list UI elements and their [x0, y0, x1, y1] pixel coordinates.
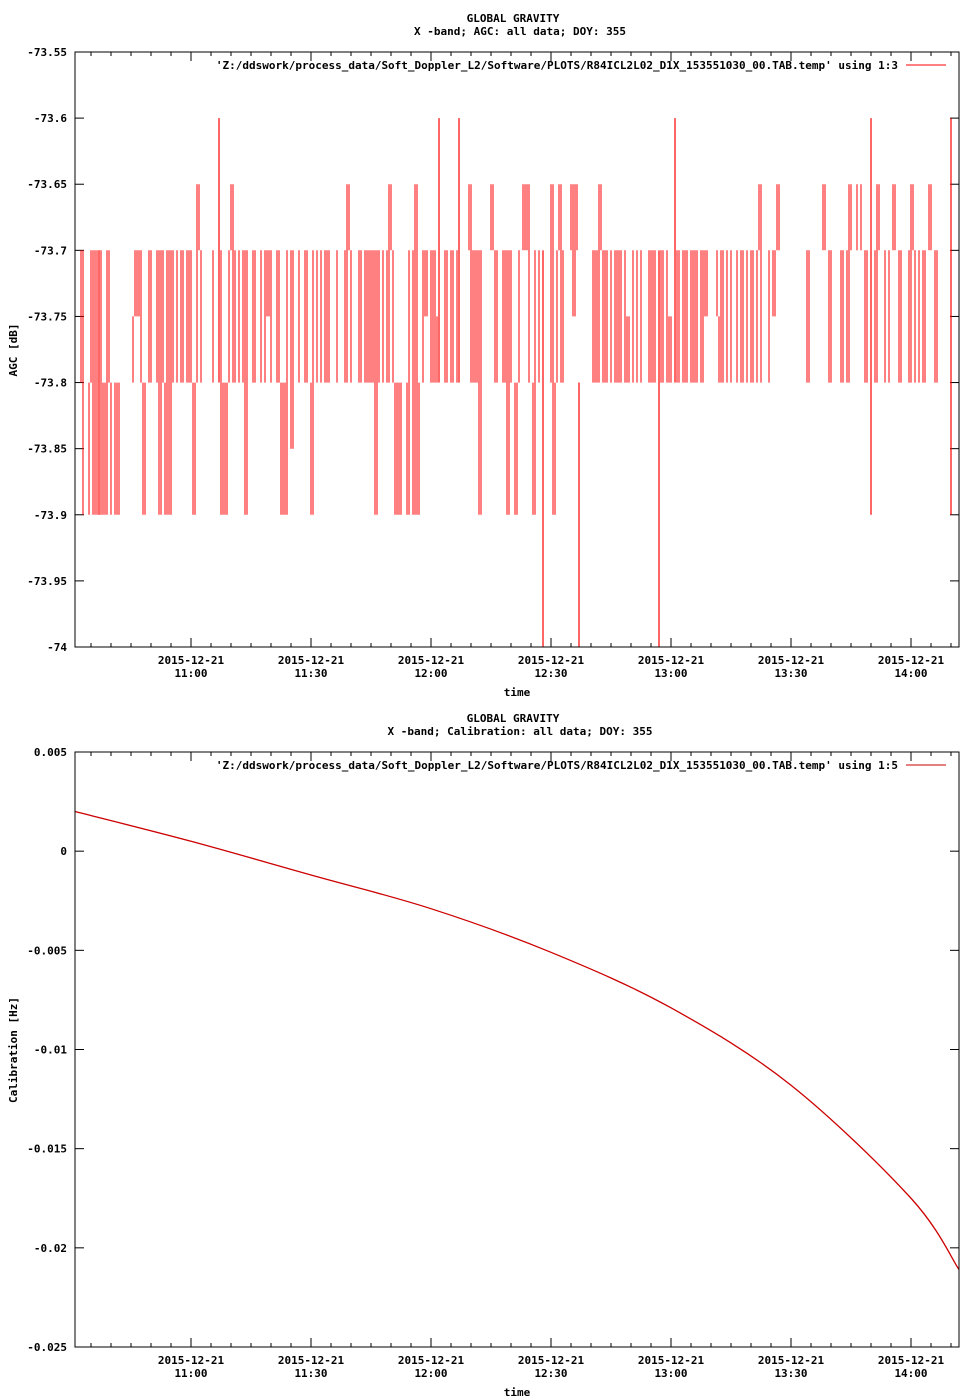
x-tick-time-label: 14:00	[894, 1367, 927, 1380]
y-tick-label: 0.005	[34, 746, 67, 759]
agc-chart-title: GLOBAL GRAVITY	[467, 12, 560, 25]
y-tick-label: -0.01	[34, 1044, 67, 1057]
x-tick-date-label: 2015-12-21	[398, 654, 465, 667]
y-tick-label: -73.95	[27, 575, 67, 588]
y-tick-label: -0.015	[27, 1143, 67, 1156]
x-tick-date-label: 2015-12-21	[278, 654, 345, 667]
x-tick-date-label: 2015-12-21	[158, 1354, 225, 1367]
calibration-series-line	[74, 810, 960, 1271]
x-tick-time-label: 11:30	[294, 667, 327, 680]
y-tick-label: -73.85	[27, 443, 67, 456]
y-tick-label: -73.8	[34, 377, 67, 390]
x-tick-time-label: 11:00	[174, 667, 207, 680]
x-tick-time-label: 13:00	[654, 667, 687, 680]
agc-x-axis-label: time	[504, 686, 531, 699]
agc-chart-subtitle: X -band; AGC: all data; DOY: 355	[414, 25, 626, 38]
x-tick-date-label: 2015-12-21	[638, 1354, 705, 1367]
cal-x-axis-label: time	[504, 1386, 531, 1399]
x-tick-time-label: 11:30	[294, 1367, 327, 1380]
y-tick-label: -74	[47, 641, 67, 654]
x-tick-date-label: 2015-12-21	[518, 654, 585, 667]
agc-tick-group: -73.55 -73.6 -73.65 -73.7 -73.75 -73.8 -73.85 -…	[27, 46, 959, 680]
x-tick-time-label: 12:00	[414, 1367, 447, 1380]
x-tick-date-label: 2015-12-21	[398, 1354, 465, 1367]
cal-y-axis-label: Calibration [Hz]	[7, 997, 20, 1103]
x-tick-time-label: 14:00	[894, 667, 927, 680]
cal-tick-group: 0.005 0 -0.005 -0.01 -0.015 -0.02 -0.025 2015-1…	[27, 746, 959, 1380]
x-tick-time-label: 12:30	[534, 667, 567, 680]
agc-plot-frame	[74, 51, 960, 648]
y-tick-label: -73.9	[34, 509, 67, 522]
agc-legend-label: 'Z:/ddswork/process_data/Soft_Doppler_L2…	[216, 59, 898, 72]
x-tick-date-label: 2015-12-21	[278, 1354, 345, 1367]
y-tick-label: -73.65	[27, 178, 67, 191]
x-tick-date-label: 2015-12-21	[638, 654, 705, 667]
y-tick-label: 0	[60, 845, 67, 858]
calibration-chart: GLOBAL GRAVITY X -band; Calibration: all…	[7, 712, 960, 1399]
x-tick-date-label: 2015-12-21	[878, 654, 945, 667]
y-tick-label: -73.6	[34, 112, 67, 125]
agc-series-group	[80, 118, 960, 647]
y-tick-label: -0.005	[27, 944, 67, 957]
cal-legend-label: 'Z:/ddswork/process_data/Soft_Doppler_L2…	[216, 759, 898, 772]
agc-chart: GLOBAL GRAVITY X -band; AGC: all data; D…	[7, 12, 960, 699]
cal-series-group	[74, 810, 960, 1271]
x-tick-time-label: 13:30	[774, 667, 807, 680]
agc-series-trace	[80, 184, 960, 515]
x-tick-date-label: 2015-12-21	[878, 1354, 945, 1367]
x-tick-date-label: 2015-12-21	[758, 1354, 825, 1367]
x-tick-time-label: 12:30	[534, 1367, 567, 1380]
y-tick-label: -73.7	[34, 244, 67, 257]
x-tick-date-label: 2015-12-21	[758, 654, 825, 667]
x-tick-date-label: 2015-12-21	[158, 654, 225, 667]
cal-chart-subtitle: X -band; Calibration: all data; DOY: 355	[388, 725, 653, 738]
agc-y-axis-label: AGC [dB]	[7, 324, 20, 377]
cal-chart-title: GLOBAL GRAVITY	[467, 712, 560, 725]
y-tick-label: -0.02	[34, 1242, 67, 1255]
x-tick-time-label: 13:30	[774, 1367, 807, 1380]
x-tick-time-label: 13:00	[654, 1367, 687, 1380]
cal-plot-frame	[74, 751, 960, 1348]
y-tick-label: -73.55	[27, 46, 67, 59]
x-tick-date-label: 2015-12-21	[518, 1354, 585, 1367]
x-tick-time-label: 11:00	[174, 1367, 207, 1380]
x-tick-time-label: 12:00	[414, 667, 447, 680]
y-tick-label: -0.025	[27, 1341, 67, 1354]
y-tick-label: -73.75	[27, 310, 67, 323]
